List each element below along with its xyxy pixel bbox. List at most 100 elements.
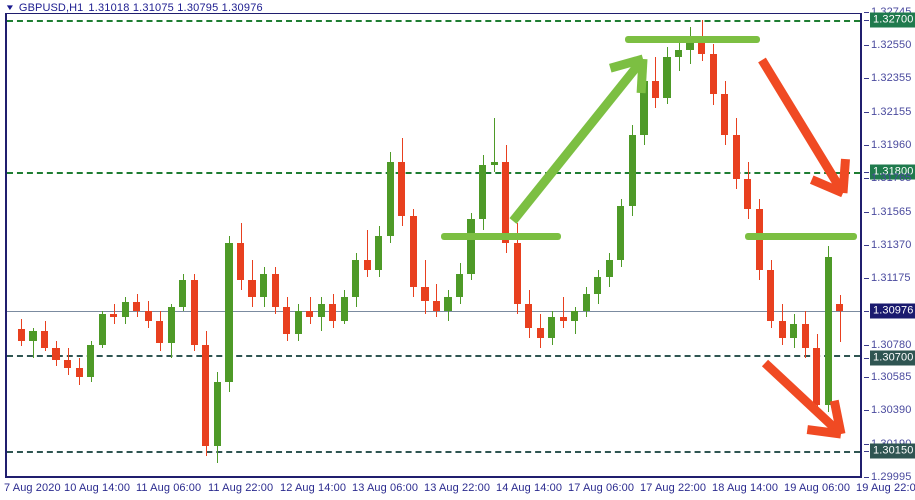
candle-body bbox=[709, 53, 717, 95]
candle-body bbox=[75, 368, 83, 377]
candle-body bbox=[306, 310, 314, 318]
candle-wick bbox=[563, 297, 564, 328]
candle-body bbox=[490, 161, 498, 166]
price-level-line bbox=[7, 451, 860, 453]
uptrend-arrow[interactable] bbox=[509, 54, 648, 224]
time-axis-label: 7 Aug 2020 bbox=[4, 482, 61, 494]
candle-body bbox=[513, 243, 521, 304]
downtrend-arrow-upper[interactable] bbox=[758, 57, 850, 198]
price-axis-label: 1.31175 bbox=[871, 271, 911, 284]
candle-body bbox=[502, 161, 510, 244]
candle-body bbox=[571, 310, 579, 321]
price-tick-mark bbox=[864, 358, 869, 360]
price-axis-label: 1.31765 bbox=[871, 172, 912, 185]
time-axis-label: 19 Aug 22:00 bbox=[856, 482, 915, 494]
candle-body bbox=[698, 36, 706, 54]
candle-body bbox=[259, 273, 268, 298]
price-tick-mark bbox=[864, 145, 869, 147]
time-axis-label: 13 Aug 06:00 bbox=[352, 482, 419, 494]
candle-body bbox=[686, 36, 694, 51]
price-axis-label: 1.31370 bbox=[871, 238, 912, 251]
candle-body bbox=[17, 329, 26, 342]
candle-body bbox=[444, 297, 452, 311]
candle-body bbox=[582, 293, 590, 311]
candle-body bbox=[432, 300, 441, 311]
price-tick-mark bbox=[864, 311, 869, 313]
candle-wick bbox=[33, 327, 34, 359]
candle-body bbox=[594, 276, 602, 294]
price-axis-label: 1.32550 bbox=[871, 39, 912, 52]
candle-body bbox=[317, 303, 325, 318]
candle-body bbox=[663, 57, 671, 98]
candle-body bbox=[179, 280, 187, 308]
price-tick-mark bbox=[864, 178, 869, 180]
candle-body bbox=[213, 381, 222, 446]
candle-body bbox=[467, 219, 475, 274]
candle-body bbox=[236, 243, 245, 281]
candle-body bbox=[525, 303, 533, 328]
chart-plot-area[interactable] bbox=[7, 13, 860, 477]
support-zone-left[interactable] bbox=[441, 233, 561, 240]
candle-body bbox=[98, 314, 106, 345]
time-axis-label: 17 Aug 22:00 bbox=[640, 482, 707, 494]
candle-body bbox=[559, 317, 567, 321]
candle-body bbox=[640, 80, 648, 135]
candle-body bbox=[294, 310, 302, 335]
price-level-badge[interactable]: 1.30976 bbox=[870, 303, 915, 319]
candle-body bbox=[329, 303, 337, 321]
price-level-badge[interactable]: 1.32700 bbox=[870, 12, 915, 28]
candle-body bbox=[144, 310, 152, 321]
candle-body bbox=[40, 330, 49, 348]
time-axis-label: 14 Aug 14:00 bbox=[496, 482, 563, 494]
time-axis-label: 10 Aug 14:00 bbox=[64, 482, 131, 494]
time-axis-label: 12 Aug 14:00 bbox=[280, 482, 347, 494]
candle-wick bbox=[367, 229, 368, 277]
candle-wick bbox=[436, 283, 437, 318]
price-level-badge[interactable]: 1.30150 bbox=[870, 443, 915, 459]
candle-body bbox=[536, 327, 544, 338]
candle-body bbox=[721, 94, 729, 135]
resistance-zone-right[interactable] bbox=[745, 233, 857, 240]
price-tick-mark bbox=[864, 451, 869, 452]
chevron-down-icon[interactable]: ▼ bbox=[4, 2, 16, 12]
candle-body bbox=[283, 307, 291, 335]
resistance-zone-top[interactable] bbox=[625, 36, 760, 43]
plot-frame-top-border bbox=[5, 13, 862, 14]
candle-body bbox=[836, 304, 844, 312]
price-tick-mark bbox=[864, 12, 869, 14]
symbol-label: GBPUSD,H1 bbox=[18, 1, 84, 14]
price-level-line bbox=[7, 20, 860, 22]
candle-body bbox=[386, 161, 394, 237]
price-level-badge[interactable]: 1.30700 bbox=[870, 350, 915, 366]
trend-arrows bbox=[509, 54, 850, 439]
candle-body bbox=[64, 359, 72, 369]
price-tick-mark bbox=[864, 444, 869, 446]
time-axis[interactable]: 7 Aug 2020 10 Aug 14:00 11 Aug 06:00 11 Aug… bbox=[0, 479, 915, 500]
price-axis-label: 1.31565 bbox=[871, 205, 912, 218]
candle-body bbox=[167, 307, 175, 343]
time-axis-label: 11 Aug 22:00 bbox=[208, 482, 274, 494]
price-tick-mark bbox=[864, 410, 869, 412]
price-tick-mark bbox=[864, 244, 869, 246]
price-axis[interactable]: 1.327451.327001.325501.323551.321551.319… bbox=[862, 6, 915, 483]
candle-body bbox=[110, 314, 118, 318]
candle-body bbox=[248, 280, 256, 298]
price-tick-mark bbox=[864, 211, 869, 213]
price-axis-label: 1.32355 bbox=[871, 72, 912, 85]
candle-body bbox=[340, 297, 348, 321]
plot-frame bbox=[5, 13, 862, 478]
price-axis-label: 1.32155 bbox=[871, 106, 912, 119]
candle-body bbox=[790, 324, 798, 338]
price-tick-mark bbox=[864, 172, 869, 174]
candle-body bbox=[156, 320, 164, 343]
price-axis-label: 1.31960 bbox=[871, 139, 912, 152]
downtrend-arrow-lower[interactable] bbox=[761, 359, 846, 439]
candle-body bbox=[478, 165, 487, 220]
price-level-line bbox=[7, 172, 860, 174]
price-level-badge[interactable]: 1.31800 bbox=[870, 164, 915, 180]
price-axis-label: 1.30585 bbox=[871, 371, 912, 384]
price-tick-mark bbox=[864, 344, 869, 346]
time-axis-label: 19 Aug 06:00 bbox=[784, 482, 851, 494]
candle-body bbox=[674, 50, 683, 58]
